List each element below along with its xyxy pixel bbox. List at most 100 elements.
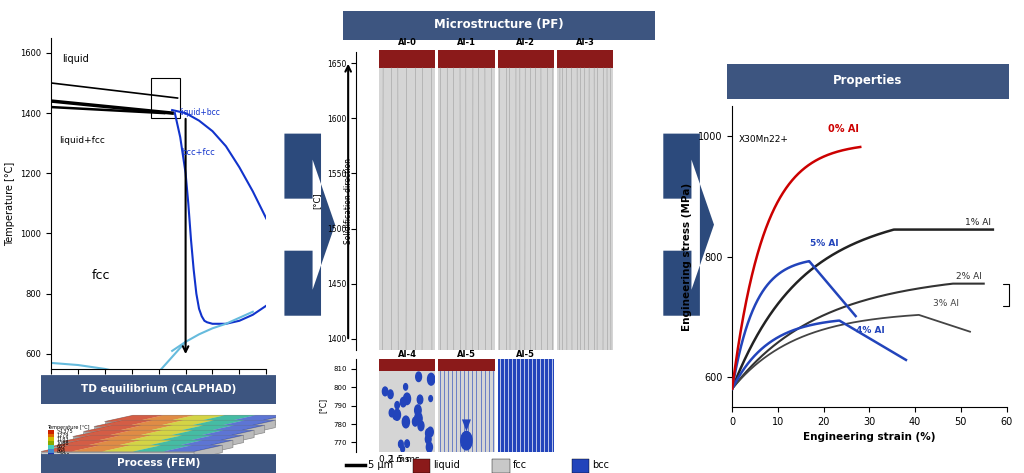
Polygon shape — [94, 420, 153, 427]
Circle shape — [402, 416, 410, 428]
Polygon shape — [104, 421, 258, 429]
Polygon shape — [51, 440, 111, 447]
Bar — [48, 441, 54, 446]
Polygon shape — [226, 430, 254, 444]
Text: liquid+bcc: liquid+bcc — [179, 107, 220, 117]
Polygon shape — [143, 440, 203, 447]
Text: 1.5 ms: 1.5 ms — [389, 455, 420, 464]
Bar — [493, 459, 510, 473]
Text: Solidification direction: Solidification direction — [344, 158, 352, 244]
Circle shape — [382, 387, 388, 396]
Text: 5% Al: 5% Al — [810, 239, 839, 248]
Circle shape — [395, 402, 399, 409]
Polygon shape — [247, 420, 275, 434]
Circle shape — [413, 417, 418, 426]
Bar — [48, 429, 54, 434]
Circle shape — [404, 440, 410, 447]
Text: liquid: liquid — [433, 460, 460, 470]
Bar — [438, 359, 495, 370]
Polygon shape — [72, 445, 130, 452]
Bar — [48, 453, 54, 457]
Text: 0% Al: 0% Al — [828, 123, 859, 134]
Circle shape — [394, 409, 400, 420]
Polygon shape — [215, 435, 244, 449]
Polygon shape — [93, 435, 152, 441]
X-axis label: Engineering strain (%): Engineering strain (%) — [803, 432, 936, 442]
Text: Al-1: Al-1 — [457, 38, 476, 47]
Text: Al-4: Al-4 — [397, 350, 417, 359]
Circle shape — [415, 405, 421, 416]
Polygon shape — [83, 425, 142, 431]
Circle shape — [400, 397, 407, 407]
Text: bcc+fcc: bcc+fcc — [181, 148, 215, 157]
Polygon shape — [133, 445, 191, 452]
Polygon shape — [216, 420, 275, 427]
Circle shape — [398, 440, 403, 448]
Polygon shape — [94, 427, 247, 434]
Circle shape — [428, 373, 435, 385]
Polygon shape — [134, 430, 193, 437]
Bar — [498, 50, 554, 68]
FancyBboxPatch shape — [331, 11, 668, 40]
Text: 3% Al: 3% Al — [934, 299, 959, 308]
Text: 2% Al: 2% Al — [956, 272, 982, 281]
Text: fcc: fcc — [91, 269, 110, 281]
Polygon shape — [102, 445, 161, 452]
Polygon shape — [195, 445, 222, 459]
Text: bcc: bcc — [592, 460, 609, 470]
Bar — [48, 449, 54, 453]
Polygon shape — [124, 435, 182, 441]
Polygon shape — [51, 447, 205, 454]
Circle shape — [429, 395, 432, 402]
Polygon shape — [94, 420, 275, 427]
Polygon shape — [227, 415, 286, 421]
Circle shape — [427, 427, 433, 437]
Polygon shape — [135, 415, 195, 421]
Bar — [571, 459, 589, 473]
Polygon shape — [83, 425, 264, 431]
Bar — [48, 446, 54, 449]
Text: 5 μm: 5 μm — [369, 460, 393, 470]
Bar — [379, 50, 435, 68]
Y-axis label: Temperature [°C]: Temperature [°C] — [5, 161, 14, 245]
Polygon shape — [144, 425, 204, 431]
Text: Al-5: Al-5 — [516, 350, 536, 359]
Circle shape — [415, 412, 422, 425]
Text: 992: 992 — [56, 445, 66, 450]
Text: Process (FEM): Process (FEM) — [117, 458, 201, 468]
Polygon shape — [184, 435, 244, 441]
Polygon shape — [104, 415, 164, 421]
Polygon shape — [73, 430, 132, 437]
Circle shape — [388, 390, 393, 399]
Polygon shape — [114, 425, 173, 431]
Text: liquid: liquid — [62, 54, 89, 64]
Bar — [413, 459, 430, 473]
Text: 1088: 1088 — [56, 441, 69, 446]
Text: 1183: 1183 — [56, 437, 69, 442]
Polygon shape — [103, 430, 162, 437]
Polygon shape — [237, 425, 264, 439]
Polygon shape — [125, 420, 183, 427]
Polygon shape — [462, 420, 471, 431]
Text: 1279: 1279 — [56, 433, 69, 438]
Polygon shape — [164, 445, 222, 452]
Polygon shape — [174, 440, 232, 447]
Polygon shape — [258, 415, 286, 429]
Circle shape — [403, 384, 408, 390]
Bar — [48, 434, 54, 438]
Polygon shape — [41, 452, 195, 459]
Bar — [151, 79, 180, 118]
Polygon shape — [62, 435, 244, 441]
Text: 4% Al: 4% Al — [856, 326, 885, 335]
Polygon shape — [82, 440, 141, 447]
Text: Temperature [°C]: Temperature [°C] — [47, 425, 89, 429]
Polygon shape — [41, 445, 222, 452]
FancyBboxPatch shape — [32, 375, 286, 404]
Circle shape — [426, 442, 432, 452]
Text: 0.2 ms: 0.2 ms — [379, 455, 410, 464]
Text: >1375: >1375 — [56, 429, 73, 434]
Bar — [438, 50, 495, 68]
Polygon shape — [166, 415, 224, 421]
Polygon shape — [73, 437, 226, 444]
Polygon shape — [206, 425, 264, 431]
